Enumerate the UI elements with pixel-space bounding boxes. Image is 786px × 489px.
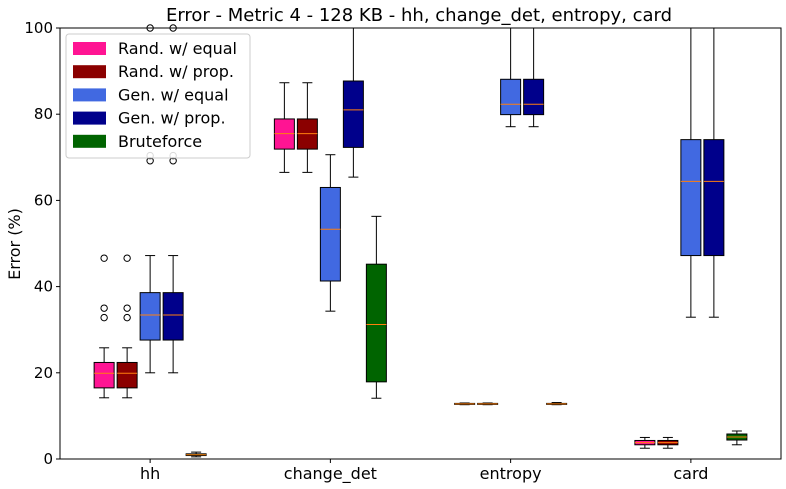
iqr-box	[139, 292, 161, 341]
box-entropy-1	[477, 402, 499, 406]
iqr-box	[365, 263, 387, 383]
x-category-label: card	[673, 464, 708, 483]
x-category-label: hh	[140, 464, 160, 483]
outlier-point	[123, 313, 131, 322]
iqr-box	[162, 292, 184, 341]
box-entropy-3	[523, 27, 545, 128]
iqr-box	[500, 78, 522, 116]
y-tick-label: 20	[34, 364, 53, 382]
box-card-2	[680, 27, 702, 318]
outlier-point	[123, 254, 131, 262]
legend-swatch	[73, 134, 106, 148]
outlier-point	[100, 313, 108, 322]
box-card-1	[657, 436, 679, 449]
box-entropy-2	[500, 27, 522, 128]
box-hh-2	[139, 24, 161, 374]
x-category-label: change_det	[284, 464, 377, 484]
iqr-box	[116, 361, 138, 389]
outlier-point	[100, 254, 108, 262]
legend-label: Rand. w/ equal	[118, 39, 237, 58]
box-hh-3	[162, 24, 184, 374]
box-change_det-1	[296, 82, 318, 173]
box-card-0	[634, 436, 656, 449]
iqr-box	[93, 361, 115, 389]
box-hh-1	[116, 254, 138, 399]
y-tick-label: 40	[34, 278, 53, 296]
outlier-point	[123, 304, 131, 312]
legend-swatch	[73, 111, 106, 125]
legend-frame	[65, 33, 251, 159]
box-entropy-0	[454, 402, 476, 406]
y-axis-label: Error (%)	[5, 208, 24, 280]
legend: Rand. w/ equal Rand. w/ prop. Gen. w/ equa…	[65, 33, 251, 159]
y-tick-label: 0	[43, 450, 53, 468]
box-hh-0	[93, 254, 115, 399]
box-change_det-3	[342, 27, 364, 178]
box-change_det-0	[273, 82, 295, 173]
legend-swatch	[73, 88, 106, 102]
box-card-4	[726, 430, 748, 446]
iqr-box	[523, 78, 545, 116]
iqr-box	[342, 80, 364, 148]
y-tick-label: 100	[24, 19, 53, 37]
box-hh-4	[185, 451, 207, 458]
legend-label: Gen. w/ equal	[118, 85, 229, 104]
legend-swatch	[73, 65, 106, 79]
y-tick-label: 80	[34, 105, 53, 123]
box-change_det-2	[319, 154, 341, 312]
x-category-label: entropy	[480, 464, 542, 483]
box-card-3	[703, 27, 725, 318]
iqr-box	[680, 139, 702, 257]
legend-label: Gen. w/ prop.	[118, 109, 226, 128]
plot-area: 0 20 40 60 80 100 hh change_det entropy card	[24, 19, 748, 484]
legend-swatch	[73, 42, 106, 55]
outlier-point	[100, 304, 108, 312]
iqr-box	[703, 139, 725, 257]
box-change_det-4	[365, 215, 387, 399]
y-tick-label: 60	[34, 191, 53, 209]
legend-label: Rand. w/ prop.	[118, 62, 234, 81]
plot-frame	[59, 27, 782, 460]
box-entropy-4	[546, 402, 568, 406]
chart-title: Error - Metric 4 - 128 KB - hh, change_d…	[166, 5, 672, 26]
legend-label: Bruteforce	[118, 132, 202, 151]
iqr-box	[319, 186, 341, 282]
